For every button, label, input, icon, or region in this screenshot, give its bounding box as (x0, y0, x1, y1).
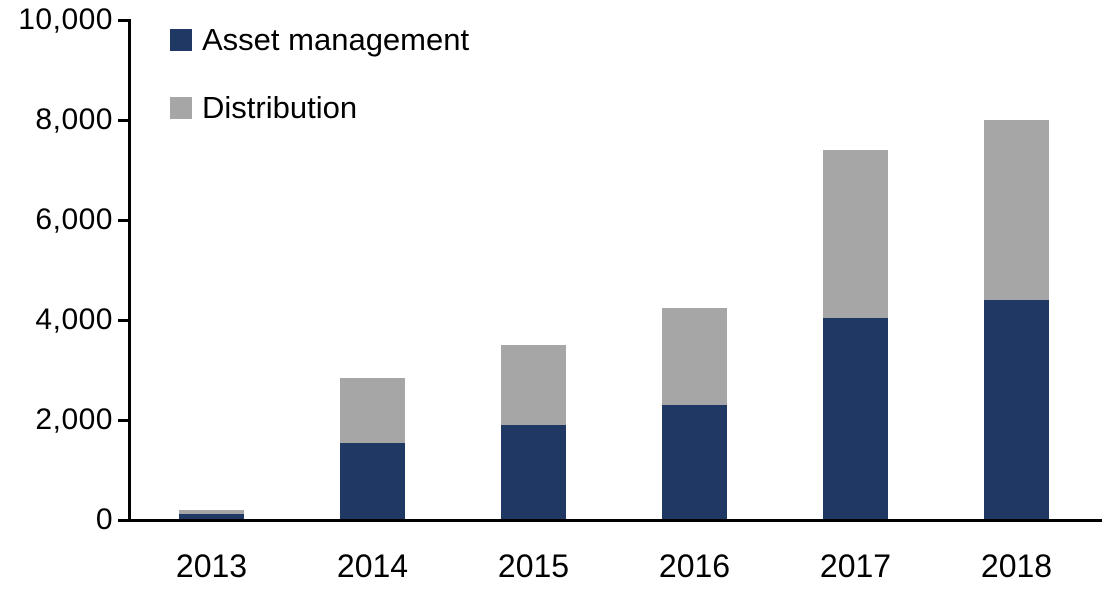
x-axis-tick-label: 2018 (980, 548, 1053, 584)
bar-segment-distribution-2017 (823, 150, 888, 318)
y-axis-tick-label: 2,000 (35, 403, 113, 436)
bar-segment-asset-management-2017 (823, 317, 888, 520)
y-axis-line (128, 19, 131, 522)
x-axis-tick-label: 2013 (175, 548, 248, 584)
y-axis-tick (118, 218, 131, 222)
legend-swatch-asset-management-icon (170, 29, 192, 51)
y-axis-tick (118, 318, 131, 322)
bar-segment-distribution-2014 (340, 377, 405, 443)
legend-item-distribution: Distribution (170, 90, 469, 126)
bar-segment-asset-management-2015 (501, 425, 566, 520)
legend-swatch-distribution-icon (170, 97, 192, 119)
x-axis-tick-label: 2015 (497, 548, 570, 584)
y-axis-tick (118, 18, 131, 22)
y-axis-tick-label: 10,000 (18, 3, 113, 36)
legend-label-distribution: Distribution (202, 90, 358, 125)
y-axis-tick-label: 0 (95, 503, 113, 536)
legend-item-asset-management: Asset management (170, 22, 469, 58)
y-axis-tick (118, 418, 131, 422)
y-axis-tick-label: 8,000 (35, 103, 113, 136)
bar-segment-distribution-2016 (662, 307, 727, 405)
legend: Asset management Distribution (170, 22, 469, 158)
bar-segment-distribution-2013 (179, 510, 244, 514)
bar-segment-asset-management-2018 (984, 300, 1049, 520)
bar-segment-asset-management-2014 (340, 442, 405, 520)
x-axis-line (128, 519, 1102, 522)
y-axis-tick-label: 4,000 (35, 303, 113, 336)
y-axis-tick-label: 6,000 (35, 203, 113, 236)
bar-segment-distribution-2018 (984, 120, 1049, 300)
x-axis-tick-label: 2016 (658, 548, 731, 584)
y-axis-tick (118, 118, 131, 122)
x-axis-tick-label: 2017 (819, 548, 892, 584)
bar-segment-distribution-2015 (501, 345, 566, 425)
bar-segment-asset-management-2013 (179, 514, 244, 520)
legend-label-asset-management: Asset management (202, 22, 470, 57)
bar-segment-asset-management-2016 (662, 405, 727, 520)
x-axis-tick-label: 2014 (336, 548, 409, 584)
y-axis-tick (118, 518, 131, 522)
